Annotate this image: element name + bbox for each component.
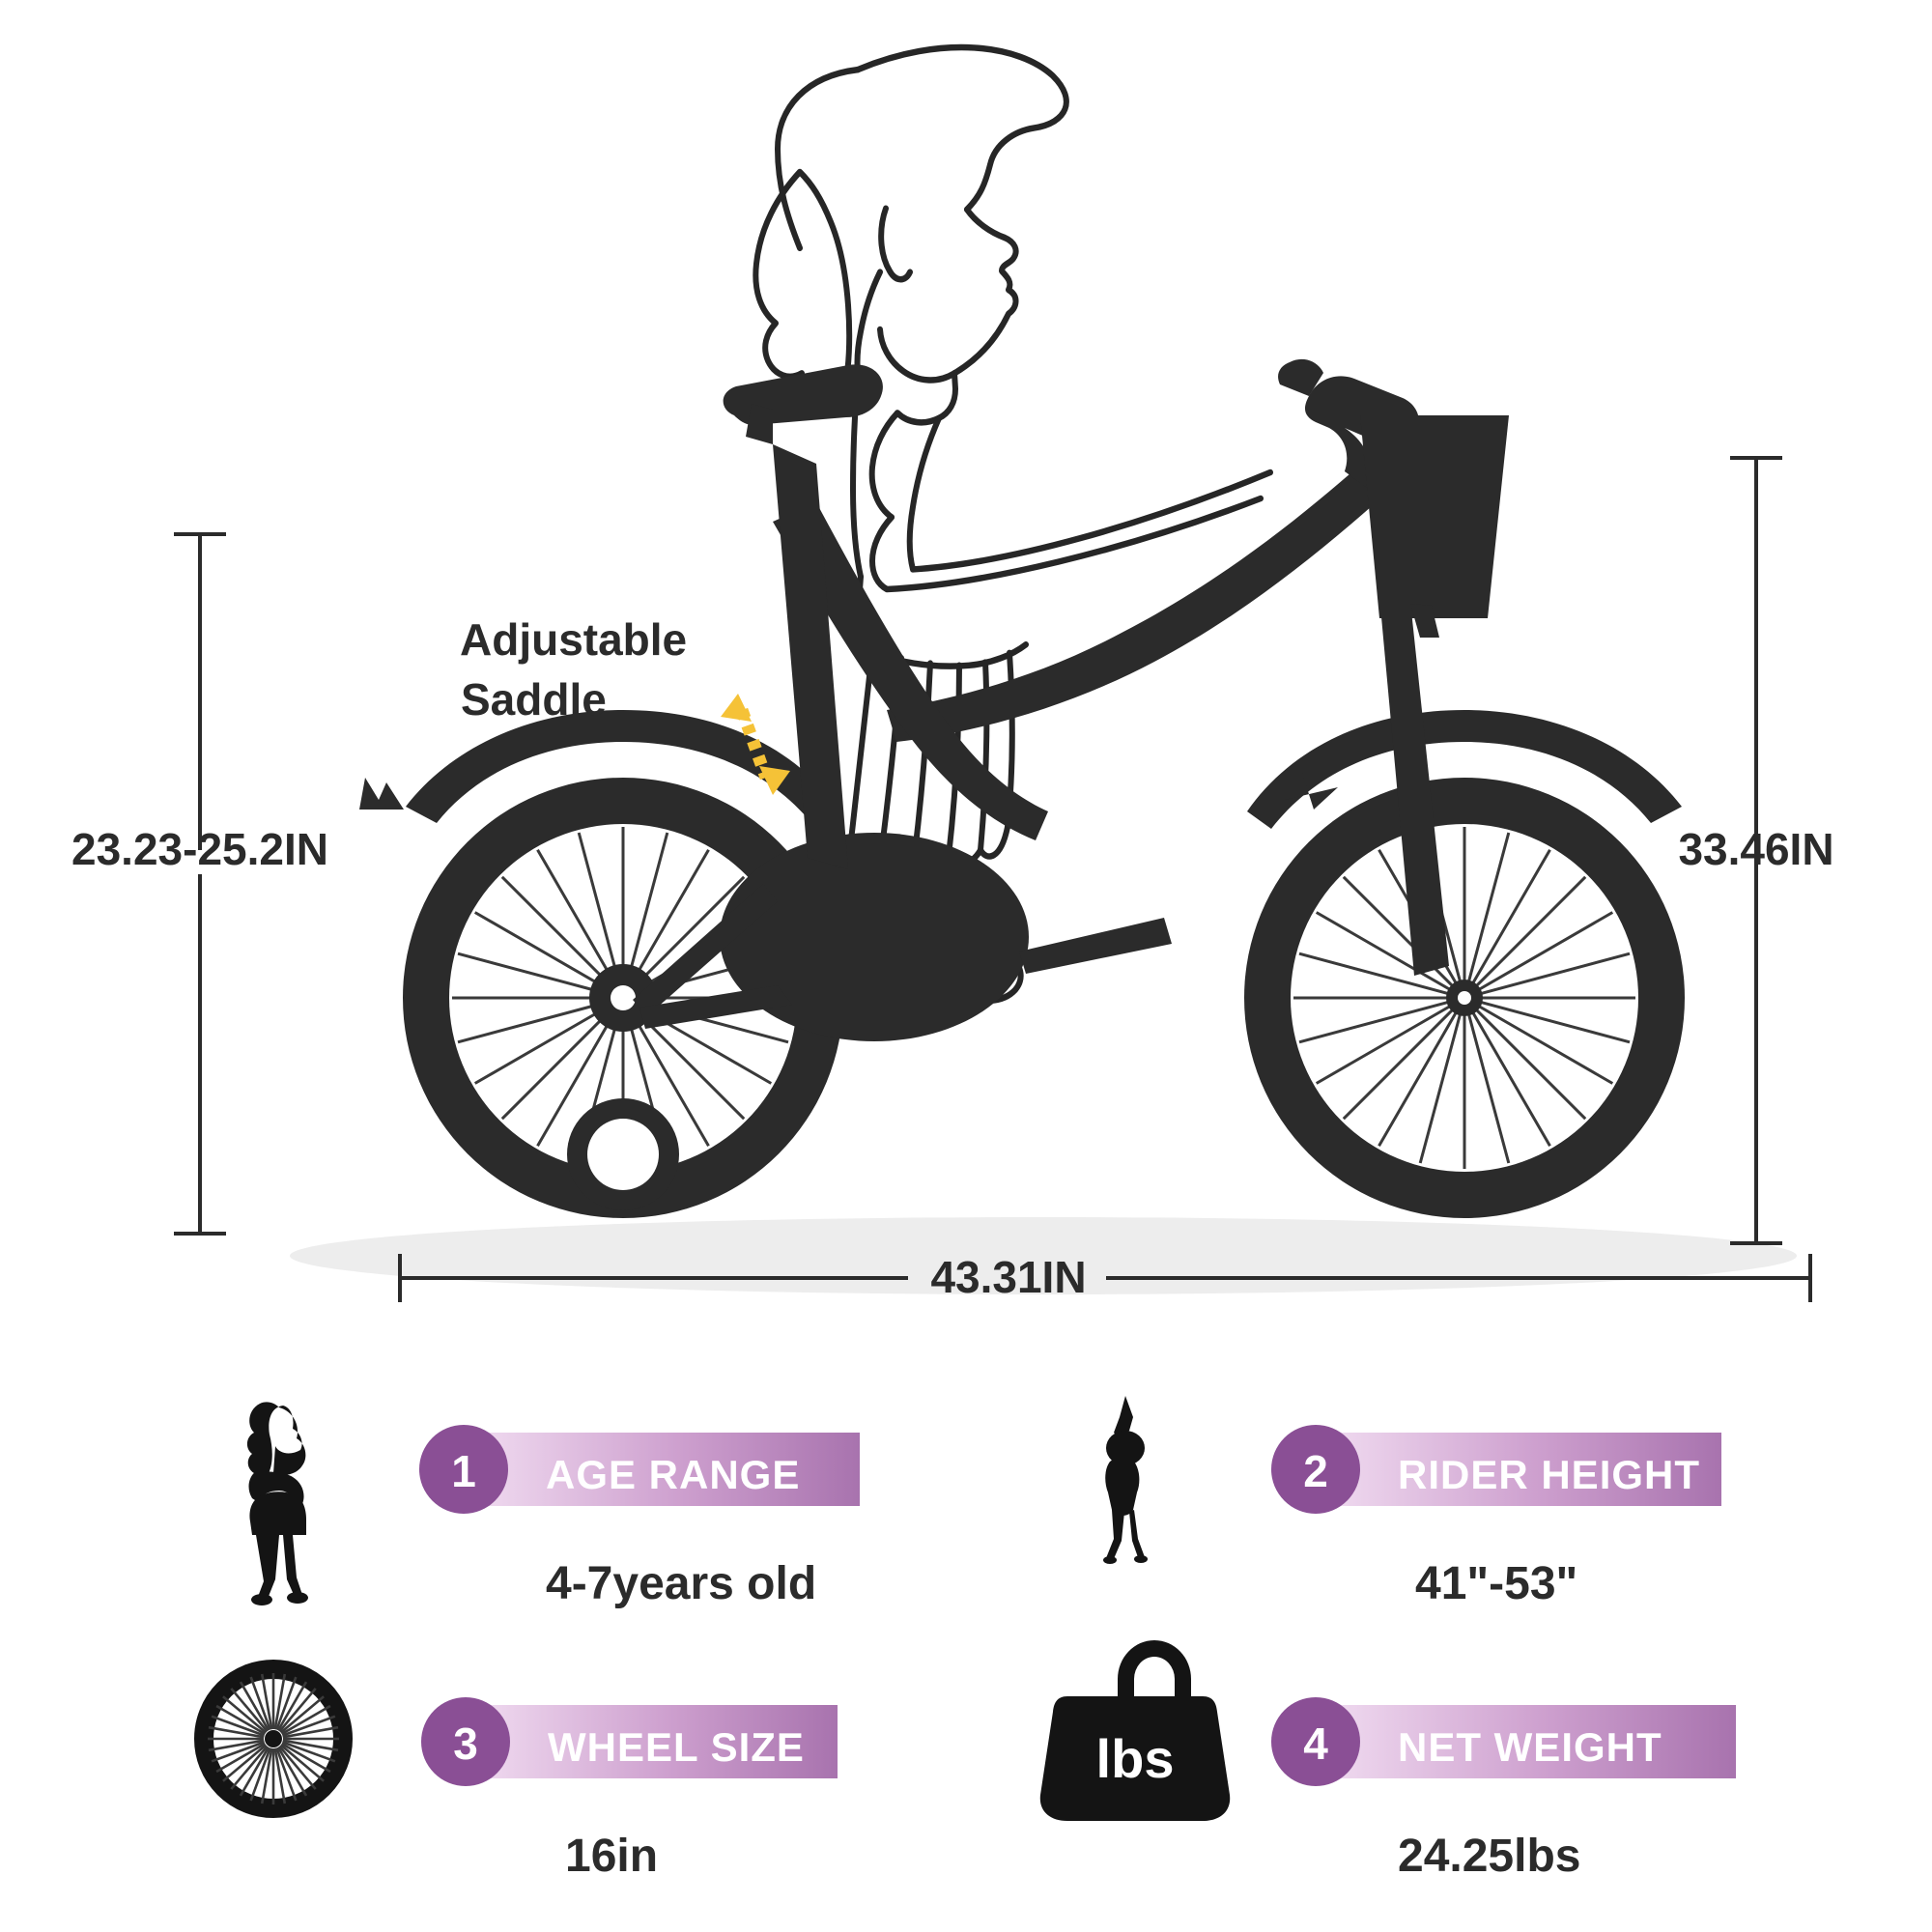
svg-text:RIDER HEIGHT: RIDER HEIGHT <box>1398 1452 1700 1497</box>
svg-text:lbs: lbs <box>1096 1728 1175 1789</box>
svg-text:AGE RANGE: AGE RANGE <box>546 1452 800 1497</box>
svg-text:NET WEIGHT: NET WEIGHT <box>1398 1724 1662 1770</box>
svg-text:WHEEL SIZE: WHEEL SIZE <box>548 1724 805 1770</box>
svg-text:4: 4 <box>1303 1719 1328 1769</box>
svg-text:3: 3 <box>453 1719 478 1769</box>
svg-text:24.25lbs: 24.25lbs <box>1398 1831 1580 1882</box>
svg-text:16in: 16in <box>565 1831 658 1882</box>
svg-text:4-7years old: 4-7years old <box>546 1558 816 1609</box>
svg-text:1: 1 <box>451 1446 476 1496</box>
svg-text:41"-53": 41"-53" <box>1415 1558 1577 1609</box>
svg-text:2: 2 <box>1303 1446 1328 1496</box>
